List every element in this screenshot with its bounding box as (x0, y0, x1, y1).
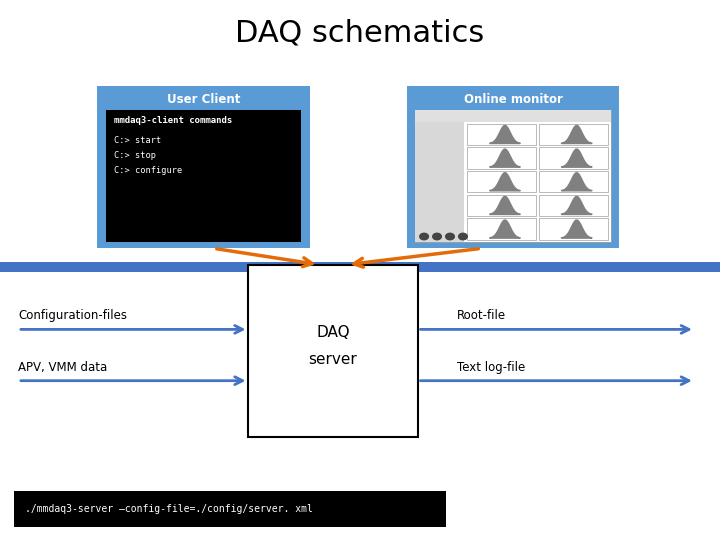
Circle shape (420, 233, 428, 240)
FancyBboxPatch shape (97, 86, 310, 248)
FancyBboxPatch shape (539, 194, 608, 216)
FancyBboxPatch shape (467, 218, 536, 240)
Circle shape (433, 233, 441, 240)
FancyBboxPatch shape (248, 265, 418, 437)
Polygon shape (562, 173, 592, 191)
FancyBboxPatch shape (539, 171, 608, 192)
Polygon shape (490, 173, 520, 191)
FancyBboxPatch shape (467, 194, 536, 216)
Text: mmdaq3-client commands: mmdaq3-client commands (114, 116, 233, 125)
Polygon shape (490, 149, 520, 167)
Polygon shape (490, 220, 520, 238)
FancyBboxPatch shape (467, 171, 536, 192)
Polygon shape (562, 197, 592, 214)
Text: Configuration-files: Configuration-files (18, 309, 127, 322)
FancyBboxPatch shape (415, 122, 464, 242)
FancyBboxPatch shape (415, 110, 611, 122)
FancyBboxPatch shape (464, 122, 611, 242)
Text: User Client: User Client (167, 93, 240, 106)
FancyBboxPatch shape (467, 124, 536, 145)
FancyBboxPatch shape (539, 147, 608, 169)
Circle shape (446, 233, 454, 240)
FancyBboxPatch shape (539, 218, 608, 240)
Text: Text log-file: Text log-file (457, 361, 526, 374)
Circle shape (459, 233, 467, 240)
Polygon shape (562, 220, 592, 238)
FancyBboxPatch shape (0, 262, 720, 272)
FancyBboxPatch shape (407, 86, 619, 248)
Text: APV, VMM data: APV, VMM data (18, 361, 107, 374)
FancyBboxPatch shape (415, 110, 611, 242)
Text: DAQ: DAQ (316, 325, 350, 340)
FancyBboxPatch shape (14, 491, 446, 526)
Text: DAQ schematics: DAQ schematics (235, 19, 485, 48)
Text: Root-file: Root-file (457, 309, 506, 322)
Text: C:> stop: C:> stop (114, 151, 156, 160)
Polygon shape (562, 149, 592, 167)
FancyBboxPatch shape (106, 110, 301, 242)
FancyBboxPatch shape (467, 147, 536, 169)
Text: Online monitor: Online monitor (464, 93, 562, 106)
Polygon shape (490, 197, 520, 214)
FancyBboxPatch shape (539, 124, 608, 145)
Text: server: server (309, 352, 357, 367)
Text: C:> start: C:> start (114, 136, 162, 145)
Polygon shape (562, 125, 592, 144)
Text: C:> configure: C:> configure (114, 166, 183, 175)
Polygon shape (490, 125, 520, 144)
Text: ./mmdaq3-server –config-file=./config/server. xml: ./mmdaq3-server –config-file=./config/se… (25, 504, 313, 514)
